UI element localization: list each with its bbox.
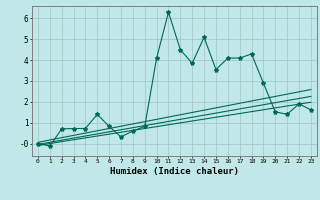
- X-axis label: Humidex (Indice chaleur): Humidex (Indice chaleur): [110, 167, 239, 176]
